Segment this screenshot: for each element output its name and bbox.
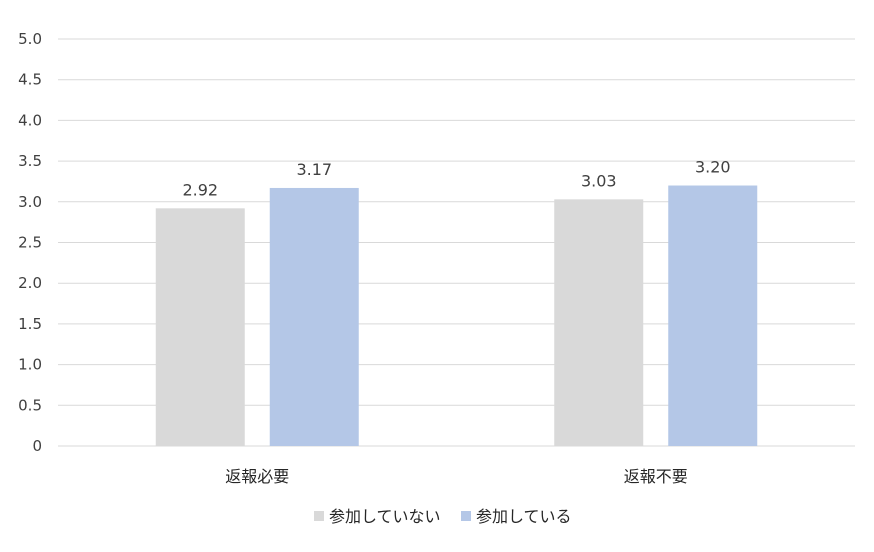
y-tick-label: 1.5 [18,315,42,333]
x-axis-categories: 返報必要 返報不要 [225,467,688,486]
data-label: 3.03 [581,171,617,190]
y-axis-ticks: 0 0.5 1.0 1.5 2.0 2.5 3.0 3.5 4.0 4.5 5.0 [18,30,42,455]
legend-label: 参加している [476,507,572,526]
x-category-label: 返報不要 [624,467,688,486]
y-tick-label: 0 [32,437,42,455]
y-tick-label: 1.0 [18,356,42,374]
y-tick-label: 3.5 [18,152,42,170]
data-label: 3.20 [695,158,731,177]
legend-swatch [461,511,471,521]
bar [554,199,644,446]
y-tick-label: 4.0 [18,111,42,129]
bars [155,185,758,446]
data-label: 3.17 [296,160,332,179]
bar [155,208,245,446]
data-label: 2.92 [182,180,218,199]
y-tick-label: 2.0 [18,274,42,292]
bar [668,185,758,446]
legend: 参加していない 参加している [314,507,572,526]
data-labels: 2.92 3.17 3.03 3.20 [182,158,730,200]
x-category-label: 返報必要 [225,467,289,486]
bar [269,187,359,446]
y-tick-label: 2.5 [18,234,42,252]
y-tick-label: 3.0 [18,193,42,211]
y-tick-label: 4.5 [18,71,42,89]
y-tick-label: 5.0 [18,30,42,48]
y-tick-label: 0.5 [18,396,42,414]
legend-label: 参加していない [329,507,441,526]
legend-swatch [314,511,324,521]
